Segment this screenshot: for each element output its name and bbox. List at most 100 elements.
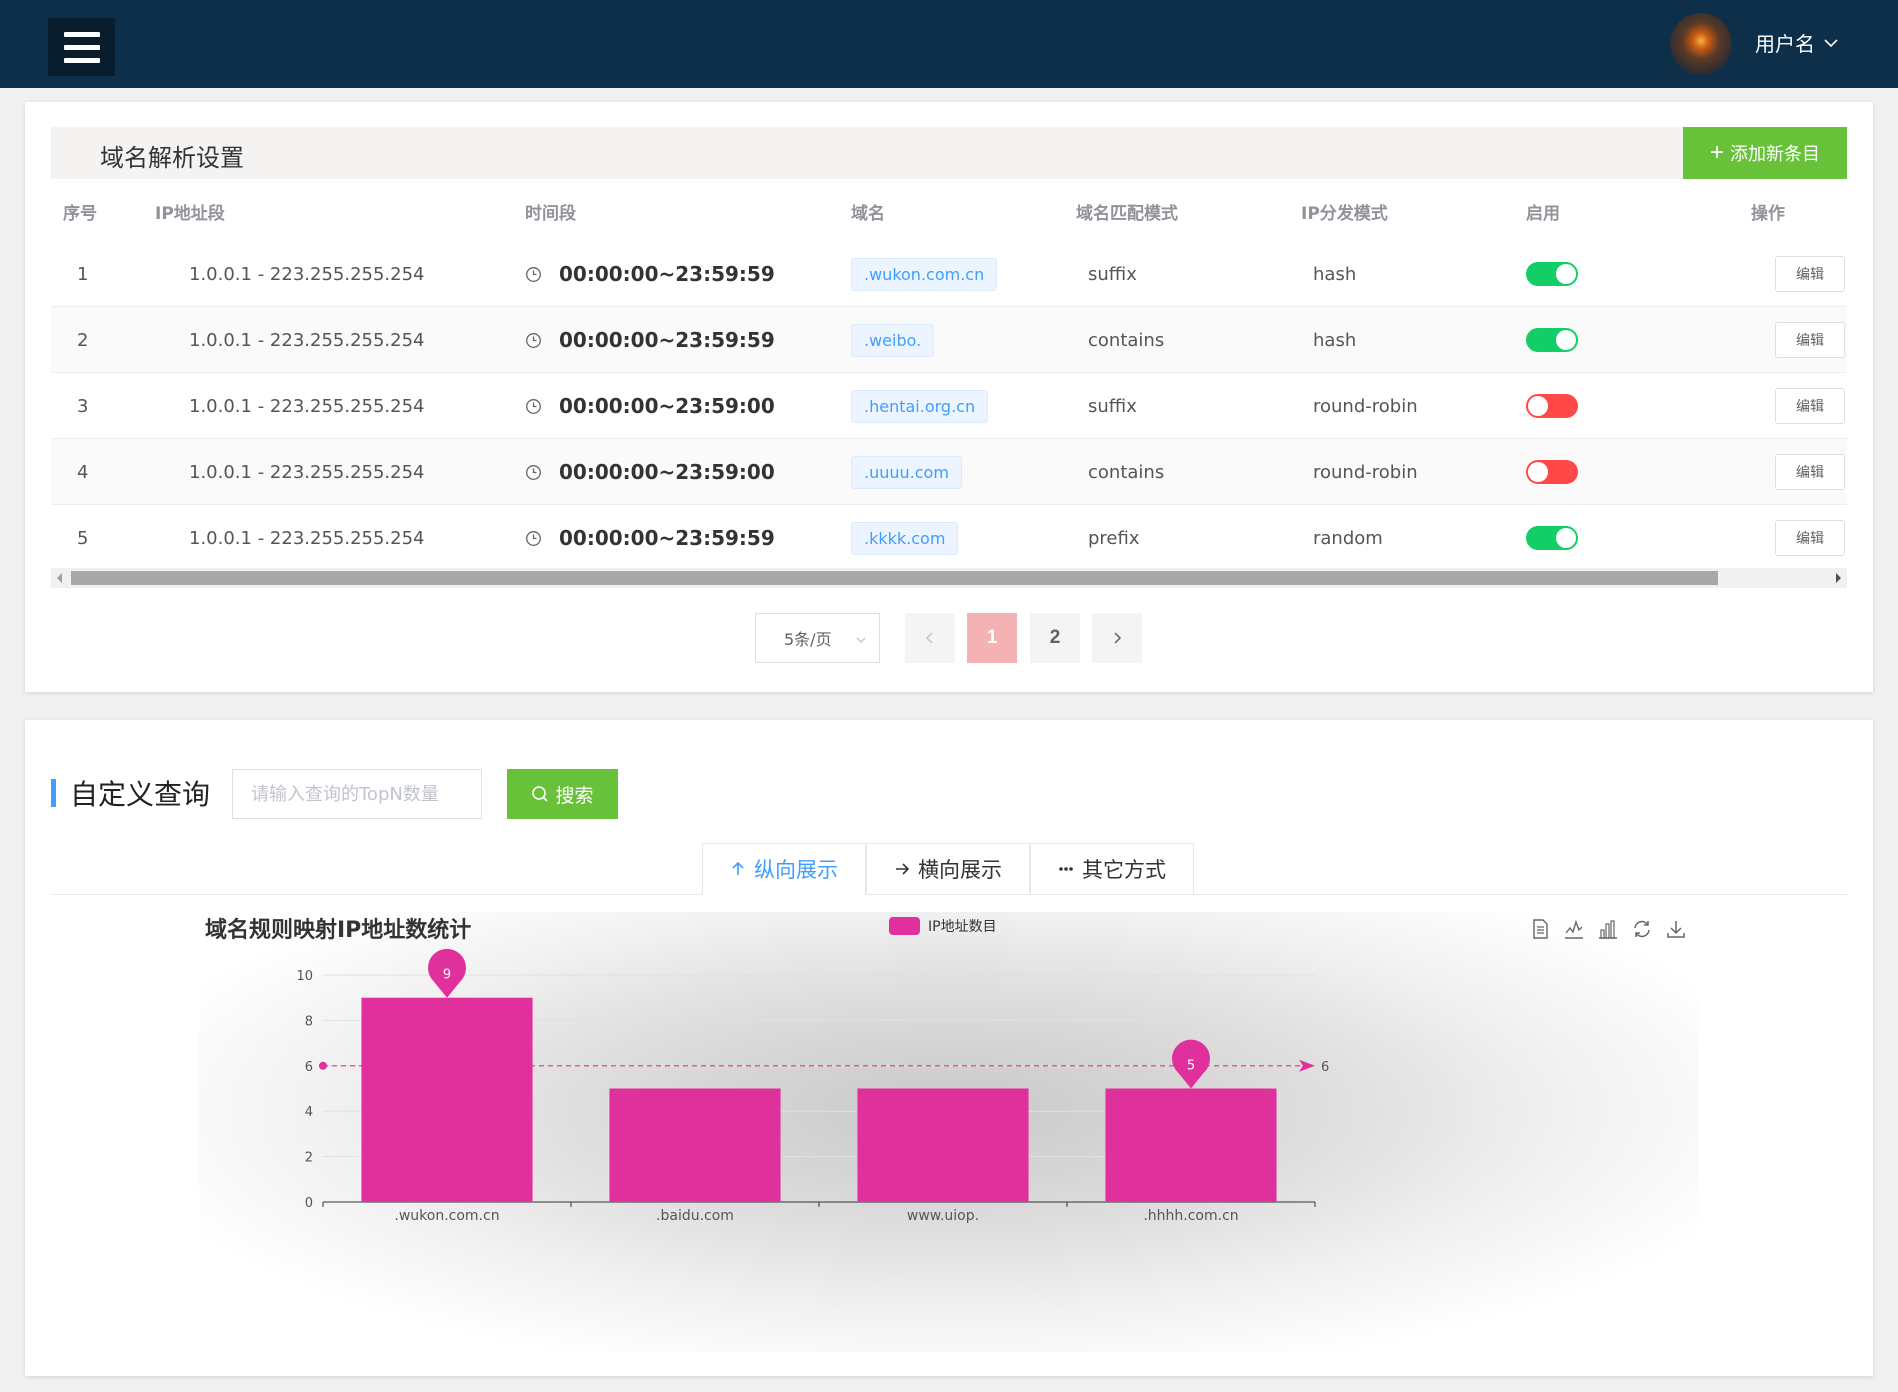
y-tick-label: 8	[305, 1014, 313, 1029]
enable-toggle[interactable]	[1526, 526, 1578, 550]
restore-icon[interactable]	[1631, 918, 1653, 940]
search-button[interactable]: 搜索	[507, 769, 618, 819]
edit-button[interactable]: 编辑	[1775, 322, 1845, 358]
chevron-left-icon	[925, 632, 933, 644]
domain-tag: .uuuu.com	[851, 455, 962, 489]
mark-point-pin	[428, 948, 466, 998]
column-header-time: 时间段	[525, 204, 576, 224]
row-ip-range: 1.0.0.1 - 223.255.255.254	[189, 329, 425, 351]
column-header-match-mode: 域名匹配模式	[1076, 204, 1178, 224]
chart-canvas: 0 2 4 6 8 10 .wukon.com.cn .baidu.com www.uiop..…	[296, 948, 1329, 1224]
horizontal-scrollbar[interactable]	[51, 568, 1847, 588]
domain-tag: .weibo.	[851, 323, 935, 357]
row-actions: 编辑	[1775, 439, 1847, 505]
y-tick-label: 0	[305, 1196, 313, 1211]
chevron-down-icon	[856, 637, 866, 643]
row-ip-range: 1.0.0.1 - 223.255.255.254	[189, 263, 425, 285]
tab-horizontal[interactable]: 横向展示	[866, 843, 1030, 895]
row-time: 00:00:00~23:59:59	[525, 505, 775, 571]
scroll-left-arrow-icon[interactable]	[57, 573, 62, 583]
tab-vertical[interactable]: 纵向展示	[702, 843, 866, 895]
enable-toggle[interactable]	[1526, 328, 1578, 352]
arrow-right-icon	[896, 863, 910, 875]
dns-card-header: 域名解析设置 + 添加新条目	[51, 127, 1847, 179]
row-ip-range: 1.0.0.1 - 223.255.255.254	[189, 395, 425, 417]
enable-toggle[interactable]	[1526, 460, 1578, 484]
row-dist-mode: round-robin	[1313, 461, 1418, 483]
card-title: 域名解析设置	[100, 144, 244, 172]
row-time: 00:00:00~23:59:00	[525, 439, 775, 505]
row-index: 2	[77, 329, 89, 351]
row-actions: 编辑	[1775, 373, 1847, 439]
search-icon	[532, 786, 549, 802]
page-size-select[interactable]: 5条/页	[755, 613, 880, 663]
column-header-enabled: 启用	[1526, 204, 1560, 224]
row-enabled	[1526, 439, 1578, 505]
column-header-actions: 操作	[1751, 204, 1785, 224]
chart-title: 域名规则映射IP地址数统计	[205, 918, 472, 943]
row-actions: 编辑	[1775, 241, 1847, 307]
mark-point-pin	[1172, 1039, 1210, 1089]
mark-line-label: 6	[1321, 1060, 1329, 1075]
arrow-up-icon	[732, 861, 744, 875]
row-index: 4	[77, 461, 89, 483]
topn-input[interactable]	[232, 769, 482, 819]
row-enabled	[1526, 307, 1578, 373]
next-page-button[interactable]	[1092, 613, 1142, 663]
row-index: 1	[77, 263, 89, 285]
clock-icon	[526, 464, 541, 480]
table-row: 2 1.0.0.1 - 223.255.255.254 00:00:00~23:59…	[51, 307, 1847, 373]
save-image-icon[interactable]	[1665, 918, 1687, 940]
edit-button[interactable]: 编辑	[1775, 388, 1845, 424]
clock-icon	[526, 266, 541, 282]
top-navbar: 用户名	[0, 0, 1898, 88]
row-enabled	[1526, 241, 1578, 307]
enable-toggle[interactable]	[1526, 262, 1578, 286]
edit-button[interactable]: 编辑	[1775, 520, 1845, 556]
custom-query-card: 自定义查询 搜索 纵向展示 横向展示 其它方式 0 2 4 6 8 10 .wukon.co…	[25, 720, 1873, 1376]
data-view-icon[interactable]	[1529, 918, 1551, 940]
column-header-ip-range: IP地址段	[155, 204, 225, 224]
x-tick-label: .baidu.com	[656, 1208, 734, 1224]
edit-button[interactable]: 编辑	[1775, 256, 1845, 292]
user-name: 用户名	[1755, 32, 1815, 56]
bar-chart: 0 2 4 6 8 10 .wukon.com.cn .baidu.com www.uiop..…	[199, 912, 1699, 1352]
menu-toggle-button[interactable]	[48, 18, 115, 76]
legend-label: IP地址数目	[928, 919, 997, 935]
enable-toggle[interactable]	[1526, 394, 1578, 418]
plus-icon: +	[1709, 139, 1724, 166]
scrollbar-thumb[interactable]	[71, 571, 1718, 585]
y-tick-label: 6	[305, 1060, 313, 1075]
column-header-index: 序号	[63, 204, 97, 224]
scroll-right-arrow-icon[interactable]	[1836, 573, 1841, 583]
row-ip-range: 1.0.0.1 - 223.255.255.254	[189, 461, 425, 483]
clock-icon	[526, 530, 541, 546]
row-dist-mode: round-robin	[1313, 395, 1418, 417]
user-dropdown[interactable]: 用户名	[1755, 28, 1839, 57]
row-match-mode: suffix	[1088, 395, 1137, 417]
row-domain: .uuuu.com	[851, 439, 962, 505]
table-row: 4 1.0.0.1 - 223.255.255.254 00:00:00~23:59…	[51, 439, 1847, 505]
edit-button[interactable]: 编辑	[1775, 454, 1845, 490]
row-actions: 编辑	[1775, 505, 1847, 571]
prev-page-button[interactable]	[905, 613, 955, 663]
row-domain: .kkkk.com	[851, 505, 959, 571]
bar	[1105, 1088, 1277, 1202]
page-button-2[interactable]: 2	[1030, 613, 1080, 663]
page-button-1[interactable]: 1	[967, 613, 1017, 663]
avatar[interactable]	[1670, 13, 1732, 75]
mark-line-start	[319, 1061, 327, 1070]
bar-chart-icon[interactable]	[1597, 918, 1619, 940]
row-time: 00:00:00~23:59:59	[525, 241, 775, 307]
row-match-mode: contains	[1088, 329, 1165, 351]
row-domain: .hentai.org.cn	[851, 373, 989, 439]
add-entry-button[interactable]: + 添加新条目	[1683, 127, 1847, 179]
row-match-mode: prefix	[1088, 527, 1140, 549]
tab-other[interactable]: 其它方式	[1030, 843, 1194, 895]
chart-legend[interactable]: IP地址数目	[889, 916, 997, 936]
line-chart-icon[interactable]	[1563, 918, 1585, 940]
row-dist-mode: hash	[1313, 329, 1357, 351]
section-title: 自定义查询	[51, 778, 210, 811]
table-row: 1 1.0.0.1 - 223.255.255.254 00:00:00~23:59…	[51, 241, 1847, 307]
row-match-mode: suffix	[1088, 263, 1137, 285]
